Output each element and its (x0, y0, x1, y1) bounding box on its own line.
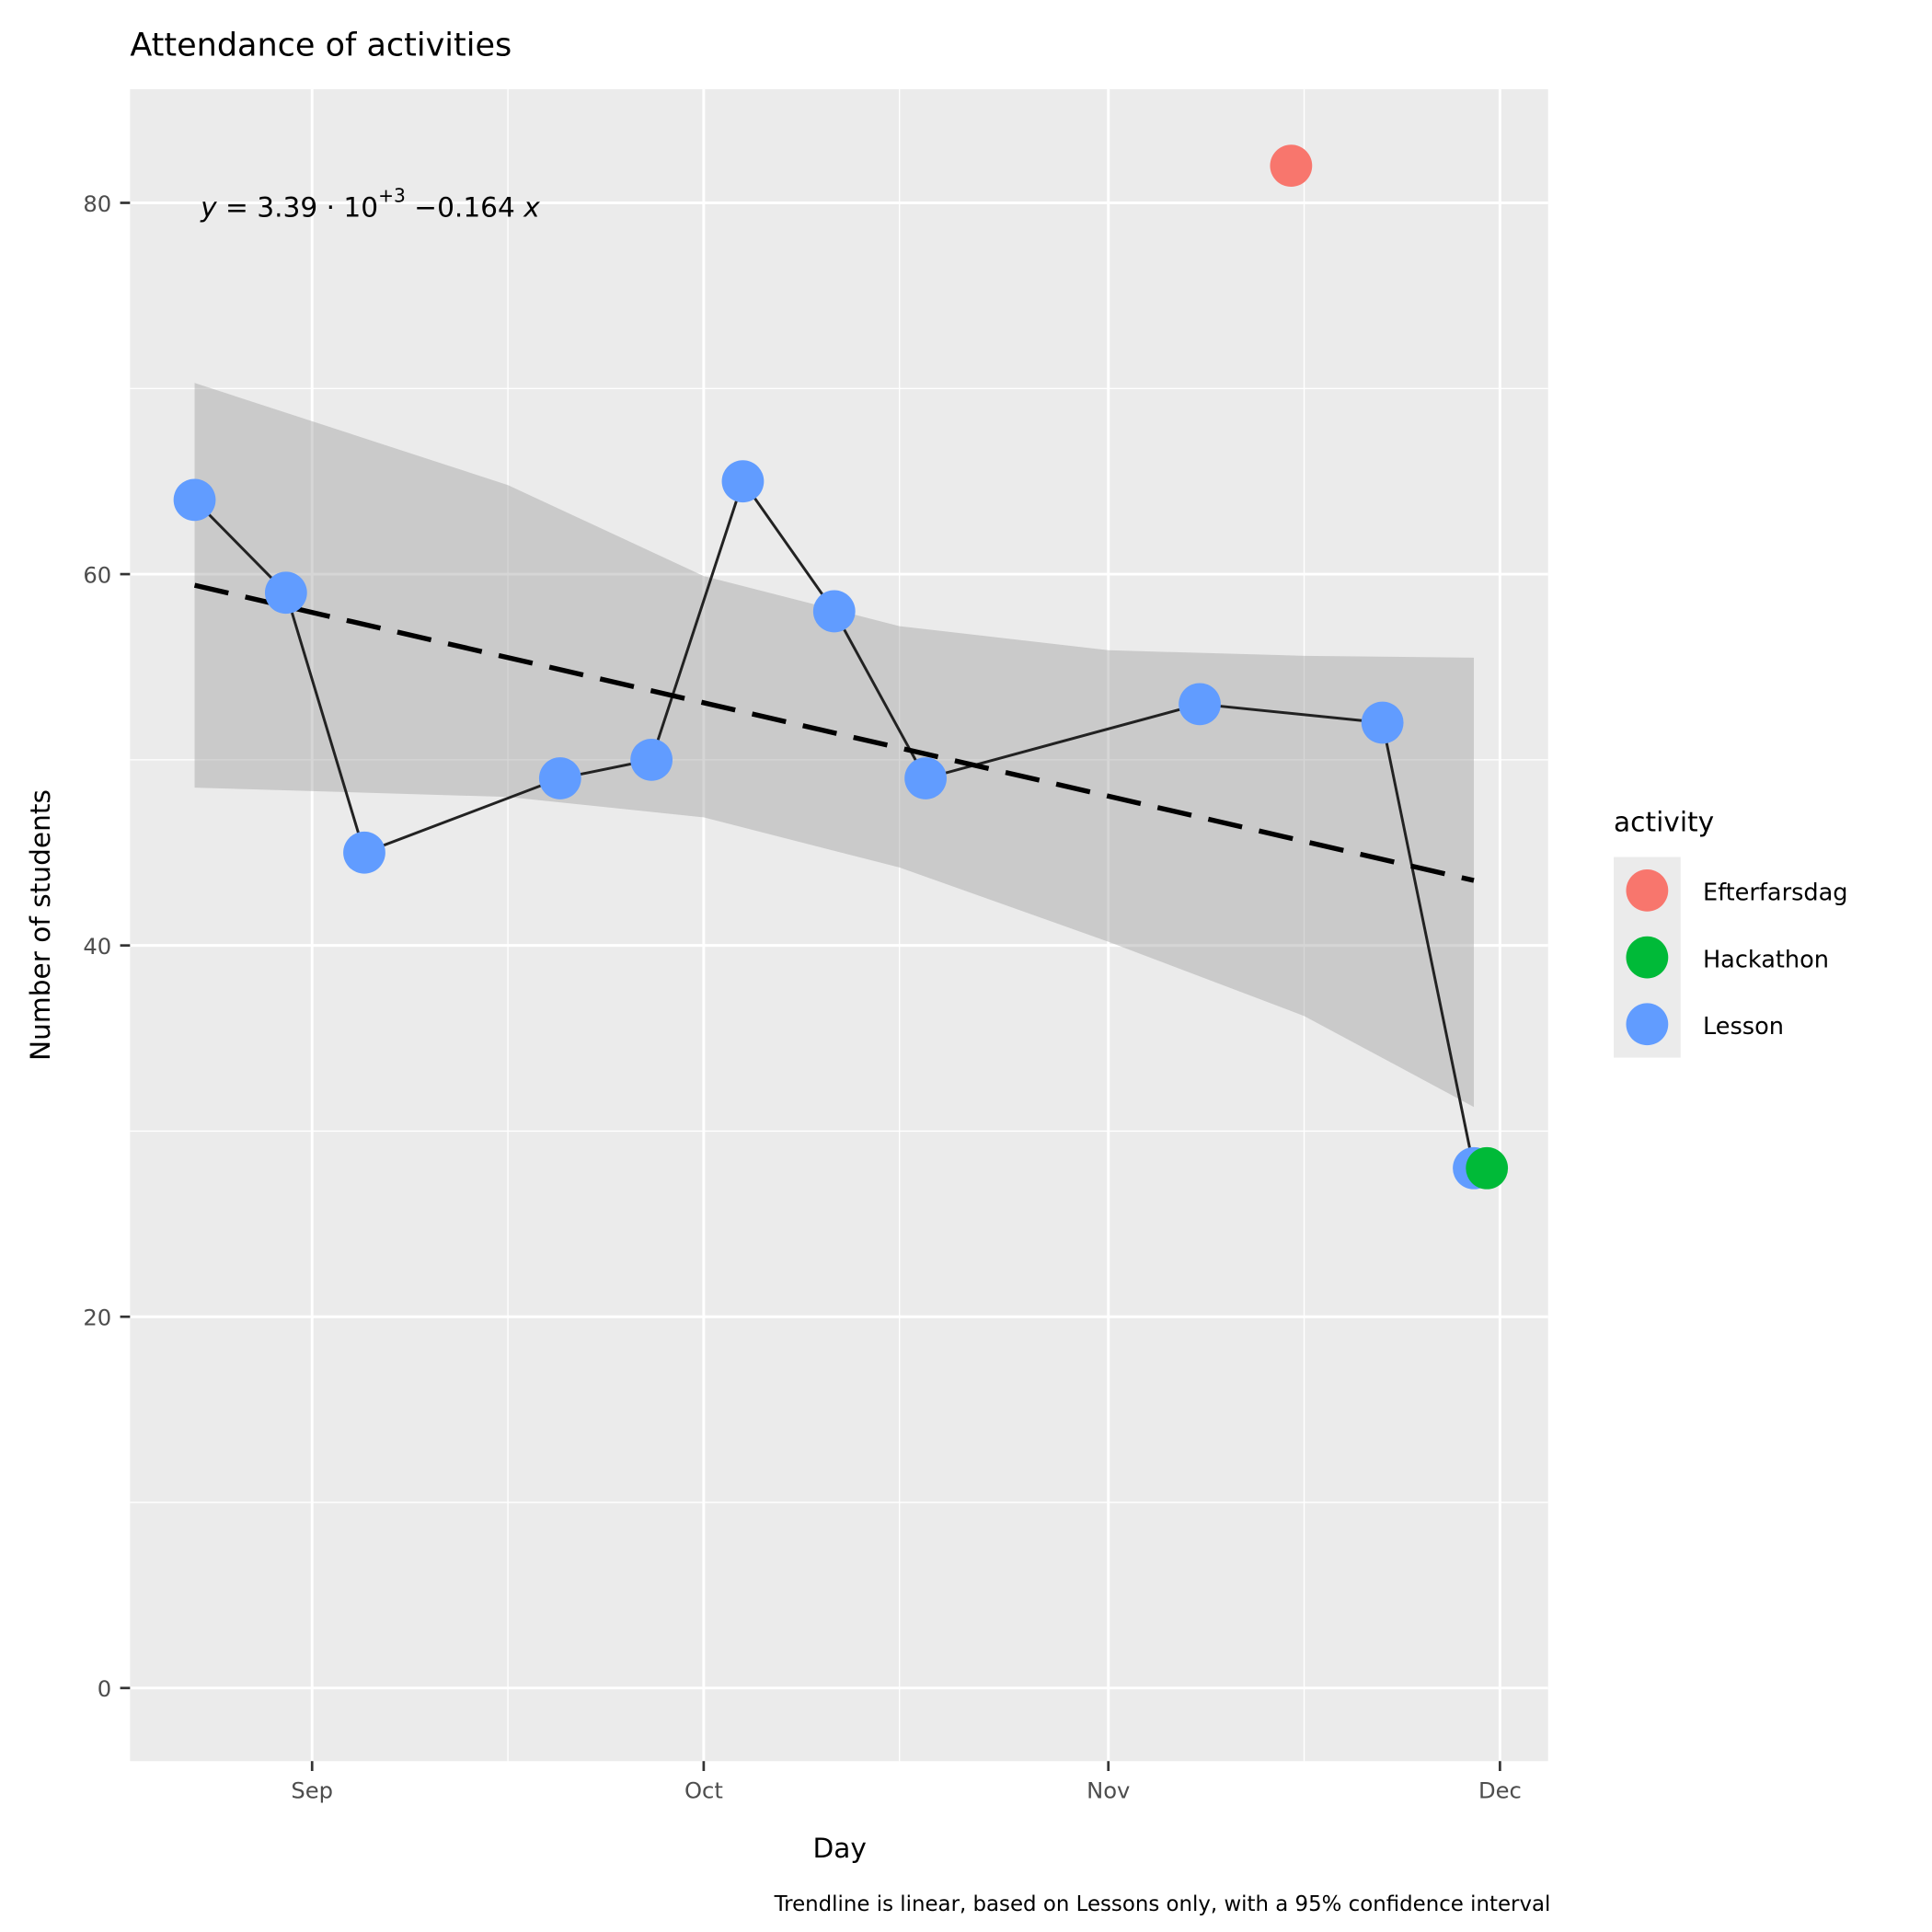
legend-key-hackathon (1626, 936, 1669, 979)
trend-line (193, 582, 1475, 883)
data-point-hackathon (1466, 1146, 1509, 1190)
legend-key-lesson (1626, 1003, 1669, 1046)
data-point-lesson (173, 478, 216, 522)
x-tick-label: Sep (291, 1778, 333, 1804)
x-axis-label: Day (812, 1833, 866, 1864)
data-point-lesson (721, 460, 765, 503)
confidence-band (194, 383, 1475, 1108)
data-point-lesson (1179, 683, 1221, 726)
legend-title: activity (1614, 806, 1714, 837)
x-tick-label: Nov (1087, 1778, 1130, 1804)
x-tick-label: Dec (1478, 1778, 1522, 1804)
y-tick-label: 40 (83, 934, 111, 960)
legend-key-efterfarsdag (1626, 869, 1669, 912)
y-axis-label: Number of students (25, 789, 56, 1061)
caption: Trendline is linear, based on Lessons on… (774, 1892, 1551, 1916)
y-tick-label: 20 (83, 1305, 111, 1331)
grid (130, 88, 1548, 1762)
axes: 0 20 40 60 80 Sep Oct Nov Dec (83, 191, 1521, 1804)
data-point-lesson (538, 757, 581, 799)
legend: activity Efterfarsdag Hackathon Lesson (1614, 806, 1848, 1058)
data-point-lesson (630, 738, 673, 781)
data-point-lesson (264, 571, 307, 615)
data-point-lesson (343, 831, 385, 874)
y-tick-label: 80 (83, 191, 111, 217)
legend-label-hackathon: Hackathon (1703, 946, 1829, 973)
legend-label-efterfarsdag: Efterfarsdag (1703, 880, 1848, 907)
points (173, 144, 1509, 1190)
trend-equation: y = 3.39 · 10+3 −0.164 x (200, 177, 540, 223)
chart-title: Attendance of activities (130, 28, 512, 64)
y-tick-label: 60 (83, 563, 111, 589)
legend-label-lesson: Lesson (1703, 1013, 1784, 1041)
plot-panel (130, 88, 1548, 1762)
x-tick-label: Oct (684, 1778, 723, 1804)
data-point-lesson (904, 757, 947, 799)
data-point-lesson (1361, 701, 1404, 744)
data-point-lesson (812, 590, 856, 633)
y-tick-label: 0 (98, 1676, 111, 1702)
data-point-efterfarsdag (1270, 144, 1313, 188)
